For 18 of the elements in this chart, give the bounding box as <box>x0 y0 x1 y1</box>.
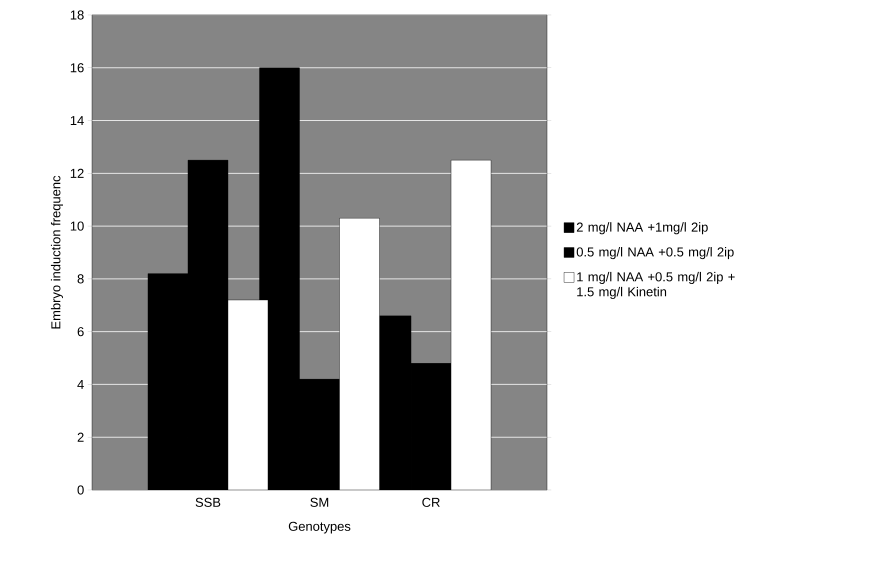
y-tick-label: 18 <box>70 10 84 20</box>
y-axis-title: Embryo induction frequenc <box>50 176 63 328</box>
y-tick-label: 8 <box>78 274 84 284</box>
x-tick-label: CR <box>422 498 440 507</box>
y-tick-label: 4 <box>77 380 84 389</box>
y-tick-label: 10 <box>70 222 84 231</box>
y-tick-label: 6 <box>78 327 84 336</box>
y-tick-label: 14 <box>70 116 84 125</box>
x-tick-label: SM <box>310 498 328 507</box>
x-tick-label: SSB <box>196 498 220 507</box>
y-tick-label: 12 <box>70 168 84 178</box>
y-tick-label: 16 <box>70 63 84 72</box>
y-tick-label: 2 <box>78 432 84 442</box>
x-axis-title: Genotypes <box>288 522 350 534</box>
legend-label: 1 mg/l NAA +0.5 mg/l 2ip + 1.5 mg/l Kinetin <box>577 272 735 299</box>
legend-label: 0.5 mg/l NAA +0.5 mg/l 2ip <box>576 247 734 260</box>
y-tick-label: 0 <box>78 485 84 495</box>
legend-label: 2 mg/l NAA +1mg/l 2ip <box>576 222 708 234</box>
